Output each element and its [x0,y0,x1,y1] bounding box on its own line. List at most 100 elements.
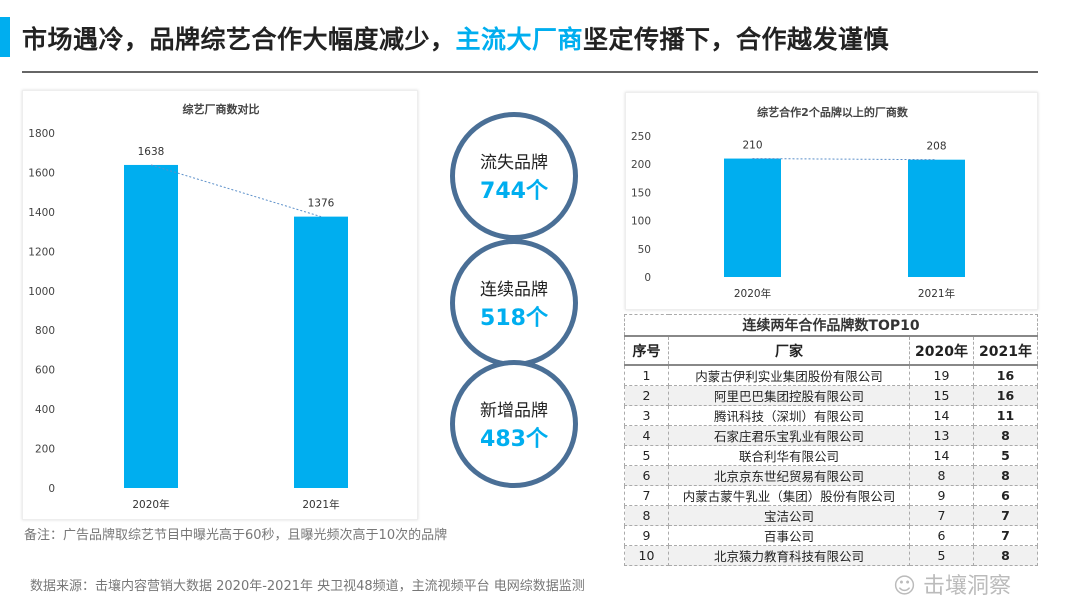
watermark-text: 击壤洞察 [922,574,1011,599]
table-row: 10 北京猿力教育科技有限公司 5 8 [624,545,1038,566]
table-row: 3 腾讯科技（深圳）有限公司 14 11 [624,405,1038,426]
footnote: 备注：广告品牌取综艺节目中曝光高于60秒，且曝光频次高于10次的品牌 [24,528,448,543]
header-2020: 2020年 [909,335,974,366]
circle-label: 流失品牌 [480,152,548,173]
bar [724,158,781,277]
circle-label: 新增品牌 [480,400,548,421]
data-source: 数据来源：击壤内容营销大数据 2020年-2021年 央卫视48频道，主流视频平… [30,579,585,594]
cell-2020: 5 [909,545,974,566]
cell-index: 2 [624,385,669,406]
cell-2020: 6 [909,525,974,546]
cell-2021: 11 [973,405,1038,426]
cell-2021: 6 [973,485,1038,506]
cell-2021: 7 [973,525,1038,546]
y-tick-label: 800 [35,325,55,337]
table-row: 2 阿里巴巴集团控股有限公司 15 16 [624,385,1038,406]
cell-index: 1 [624,364,669,386]
cell-index: 4 [624,425,669,446]
y-tick-label: 250 [631,131,651,143]
x-tick-label: 2021年 [302,498,339,511]
title-divider [22,71,1038,73]
y-tick-label: 600 [35,365,55,377]
chart-panel-left: 综艺厂商数对比 0 200 400 600 800 1000 1200 1400 1600 1800… [22,90,418,520]
cell-company: 北京猿力教育科技有限公司 [668,545,910,566]
circle-value: 518个 [480,305,548,331]
title-part1: 市场遇冷，品牌综艺合作大幅度减少， [22,25,456,54]
cell-company: 联合利华有限公司 [668,445,910,466]
table-row: 4 石家庄君乐宝乳业有限公司 13 8 [624,425,1038,446]
y-tick-label: 1400 [28,207,55,219]
chart-panel-right: 综艺合作2个品牌以上的厂商数 0 50 100 150 200 250 210 2020年 208… [625,92,1038,310]
y-tick-label: 200 [35,444,55,456]
cell-2021: 8 [973,425,1038,446]
y-tick-label: 1000 [28,286,55,298]
cell-index: 6 [624,465,669,486]
chart-multi-brand: 综艺合作2个品牌以上的厂商数 0 50 100 150 200 250 210 2020年 208… [631,105,965,300]
y-tick-label: 50 [638,244,651,256]
cell-2021: 16 [973,385,1038,406]
y-tick-label: 150 [631,187,651,199]
x-tick-label: 2020年 [132,498,169,511]
cell-2020: 13 [909,425,974,446]
header-2021: 2021年 [973,335,1038,366]
cell-2020: 9 [909,485,974,506]
x-tick-label: 2020年 [734,287,771,300]
cell-company: 阿里巴巴集团控股有限公司 [668,385,910,406]
x-tick-label: 2021年 [918,287,955,300]
y-tick-label: 1800 [28,128,55,140]
table-row: 7 内蒙古蒙牛乳业（集团）股份有限公司 9 6 [624,485,1038,506]
circle-value: 744个 [480,178,548,204]
data-label: 210 [742,140,762,152]
cell-index: 8 [624,505,669,526]
table-row: 6 北京京东世纪贸易有限公司 8 8 [624,465,1038,486]
y-tick-label: 1600 [28,167,55,179]
cell-2021: 8 [973,465,1038,486]
title-accent-bar [0,17,10,57]
cell-company: 石家庄君乐宝乳业有限公司 [668,425,910,446]
cell-2020: 19 [909,364,974,386]
cell-2021: 5 [973,445,1038,466]
cell-index: 9 [624,525,669,546]
data-label: 208 [926,141,946,153]
cell-index: 7 [624,485,669,506]
data-label: 1376 [308,198,335,210]
trend-line [150,164,322,218]
bar [294,216,348,488]
y-tick-label: 1200 [28,246,55,258]
title-highlight: 主流大厂商 [455,25,584,54]
y-tick-label: 200 [631,159,651,171]
cell-index: 10 [624,545,669,566]
chart-title: 综艺厂商数对比 [183,102,260,116]
y-tick-label: 0 [644,272,651,284]
table-row: 5 联合利华有限公司 14 5 [624,445,1038,466]
circle-lost-brands: 流失品牌 744个 [450,112,578,240]
circle-value: 483个 [480,426,548,452]
data-label: 1638 [138,146,165,158]
table-row: 8 宝洁公司 7 7 [624,505,1038,526]
cell-company: 内蒙古蒙牛乳业（集团）股份有限公司 [668,485,910,506]
cell-company: 北京京东世纪贸易有限公司 [668,465,910,486]
cell-index: 3 [624,405,669,426]
header-index: 序号 [624,335,669,366]
circle-new-brands: 新增品牌 483个 [450,360,578,488]
cell-company: 宝洁公司 [668,505,910,526]
cell-2021: 16 [973,364,1038,386]
cell-2021: 8 [973,545,1038,566]
bar [124,164,178,488]
circle-label: 连续品牌 [480,279,548,300]
top10-table: 连续两年合作品牌数TOP10 序号 厂家 2020年 2021年 1 内蒙古伊利实业集团… [624,314,1038,566]
cell-2020: 15 [909,385,974,406]
watermark: ☺ 击壤洞察 [893,574,1011,599]
y-tick-label: 400 [35,404,55,416]
circle-continuing-brands: 连续品牌 518个 [450,239,578,367]
cell-2020: 8 [909,465,974,486]
table-row: 9 百事公司 6 7 [624,525,1038,546]
y-tick-label: 100 [631,216,651,228]
title-part2: 坚定传播下，合作越发谨慎 [583,25,890,54]
cell-index: 5 [624,445,669,466]
cell-2020: 7 [909,505,974,526]
chart-title: 综艺合作2个品牌以上的厂商数 [757,105,909,119]
cell-2020: 14 [909,405,974,426]
bar [908,159,965,277]
table-row: 1 内蒙古伊利实业集团股份有限公司 19 16 [624,364,1038,386]
